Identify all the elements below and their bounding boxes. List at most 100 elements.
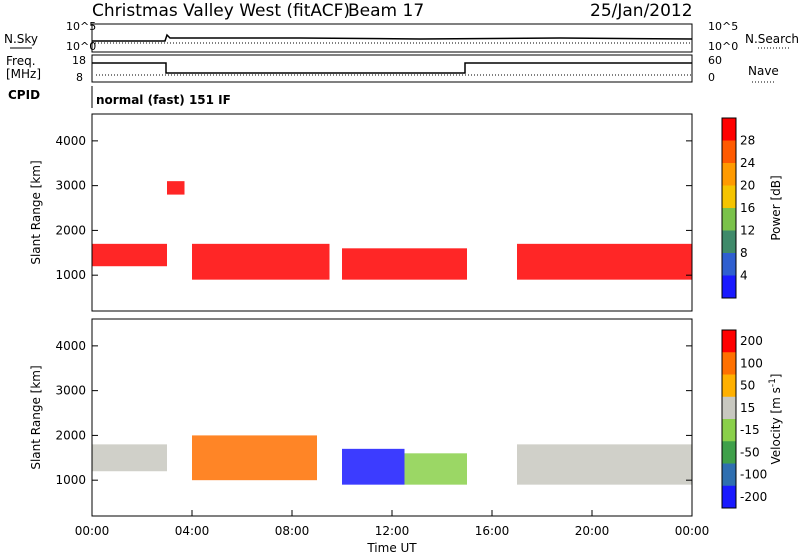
power-feature-2 — [342, 248, 467, 280]
time-xtick-label: 00:00 — [675, 524, 710, 538]
noise-axis-right-bottom: 10^0 — [708, 40, 738, 53]
noise-axis-right-top: 10^5 — [708, 20, 738, 33]
power-colorbar-tick: 28 — [740, 134, 755, 148]
nsky-trace — [92, 33, 693, 42]
power-frame — [91, 113, 693, 312]
velocity-colorbar-tick: 100 — [740, 356, 763, 370]
power-colorbar-segment — [722, 208, 736, 231]
velocity-colorbar-segment — [722, 419, 736, 442]
velocity-colorbar-tick: 15 — [740, 401, 755, 415]
velocity-colorbar-segment — [722, 396, 736, 420]
freq-series — [92, 62, 692, 76]
velocity-field — [92, 435, 692, 485]
power-y-ticks: 1000 2000 3000 4000 — [55, 134, 692, 282]
power-colorbar: 4 8 12 16 20 24 28 Power [dB] — [721, 117, 783, 299]
velocity-colorbar-tick: -15 — [740, 423, 760, 437]
cpid-label: CPID — [8, 88, 40, 102]
power-ytick-label: 2000 — [55, 223, 86, 237]
power-colorbar-tick: 4 — [740, 269, 748, 283]
noise-series — [92, 33, 693, 44]
time-xtick-label: 16:00 — [475, 524, 510, 538]
beam-label: Beam 17 — [348, 1, 424, 21]
nave-axis-right-bottom: 0 — [708, 71, 715, 84]
velocity-ytick-label: 2000 — [55, 428, 86, 442]
power-colorbar-segment — [722, 275, 736, 299]
freq-label: Freq. — [6, 54, 36, 68]
power-feature-4 — [167, 181, 185, 195]
time-x-label: Time UT — [366, 541, 417, 554]
velocity-colorbar-segment — [722, 330, 736, 353]
velocity-colorbar-tick: 200 — [740, 334, 763, 348]
velocity-colorbar-segment — [722, 374, 736, 398]
power-feature-0 — [92, 243, 167, 267]
velocity-feature-3 — [404, 453, 467, 485]
velocity-colorbar-label-sup: -1 — [768, 378, 778, 387]
nsearch-label: N.Search — [745, 32, 799, 46]
velocity-colorbar-tick: 50 — [740, 379, 755, 393]
time-x-ticks: 00:00 04:00 08:00 12:00 16:00 20:00 00:00 — [75, 510, 710, 538]
velocity-ytick-label: 1000 — [55, 473, 86, 487]
velocity-feature-4 — [517, 444, 692, 485]
freq-panel — [91, 54, 693, 83]
power-panel: 1000 2000 3000 4000 Slant Range [km] — [29, 113, 693, 312]
power-ytick-label: 3000 — [55, 179, 86, 193]
freq-axis-left-top: 18 — [72, 54, 86, 67]
power-field — [92, 181, 692, 280]
power-colorbar-tick: 16 — [740, 201, 755, 215]
velocity-feature-0 — [92, 444, 167, 472]
power-feature-1 — [192, 243, 330, 280]
velocity-ytick-label: 4000 — [55, 339, 86, 353]
power-y-label: Slant Range [km] — [29, 160, 43, 264]
velocity-feature-2 — [342, 448, 405, 485]
nave-axis-right-top: 60 — [708, 54, 722, 67]
time-xtick-label: 04:00 — [175, 524, 210, 538]
power-colorbar-frame — [721, 117, 737, 299]
freq-trace — [92, 62, 692, 74]
velocity-feature-1 — [192, 435, 317, 481]
date-label: 25/Jan/2012 — [590, 1, 693, 21]
velocity-colorbar-label-tail: ] — [769, 374, 783, 379]
velocity-colorbar-segment — [722, 352, 736, 375]
time-xtick-label: 12:00 — [375, 524, 410, 538]
noise-axis-left-bottom: 10^0 — [66, 40, 96, 53]
noise-axis-left-top: 10^5 — [66, 20, 96, 33]
noise-panel — [91, 23, 693, 53]
velocity-colorbar-tick: -50 — [740, 445, 760, 459]
site-title: Christmas Valley West (fitACF) — [92, 1, 350, 21]
nsky-label: N.Sky — [4, 32, 38, 46]
velocity-colorbar-label: Velocity [m s-1] — [768, 374, 783, 465]
power-colorbar-segment — [722, 118, 736, 141]
mhz-label: [MHz] — [6, 67, 41, 81]
power-colorbar-tick: 8 — [740, 246, 748, 260]
velocity-ytick-label: 3000 — [55, 384, 86, 398]
power-colorbar-segment — [722, 230, 736, 254]
velocity-colorbar-segment — [722, 441, 736, 464]
velocity-y-label: Slant Range [km] — [29, 365, 43, 469]
nave-label: Nave — [748, 64, 779, 78]
power-ytick-label: 4000 — [55, 134, 86, 148]
power-colorbar-segment — [722, 185, 736, 209]
velocity-colorbar-frame — [721, 329, 737, 509]
power-colorbar-segment — [722, 253, 736, 276]
velocity-colorbar-tick: -100 — [740, 468, 767, 482]
velocity-y-ticks: 1000 2000 3000 4000 — [55, 339, 692, 487]
velocity-colorbar-tick: -200 — [740, 490, 767, 504]
power-colorbar-segment — [722, 163, 736, 186]
power-feature-3 — [517, 243, 692, 280]
velocity-colorbar-segment — [722, 485, 736, 509]
velocity-colorbar: 200 100 50 15 -15 -50 -100 -200 Velocity [m s-1] — [721, 329, 783, 509]
power-colorbar-tick: 20 — [740, 179, 755, 193]
power-colorbar-tick: 24 — [740, 156, 755, 170]
time-xtick-label: 20:00 — [575, 524, 610, 538]
cpid-value: normal (fast) 151 IF — [96, 93, 231, 107]
velocity-colorbar-segment — [722, 463, 736, 487]
power-ytick-label: 1000 — [55, 268, 86, 282]
time-xtick-label: 08:00 — [275, 524, 310, 538]
power-colorbar-tick: 12 — [740, 224, 755, 238]
time-xtick-label: 00:00 — [75, 524, 110, 538]
power-colorbar-label: Power [dB] — [769, 175, 783, 240]
power-colorbar-segment — [722, 140, 736, 164]
freq-axis-left-bottom: 8 — [76, 71, 83, 84]
